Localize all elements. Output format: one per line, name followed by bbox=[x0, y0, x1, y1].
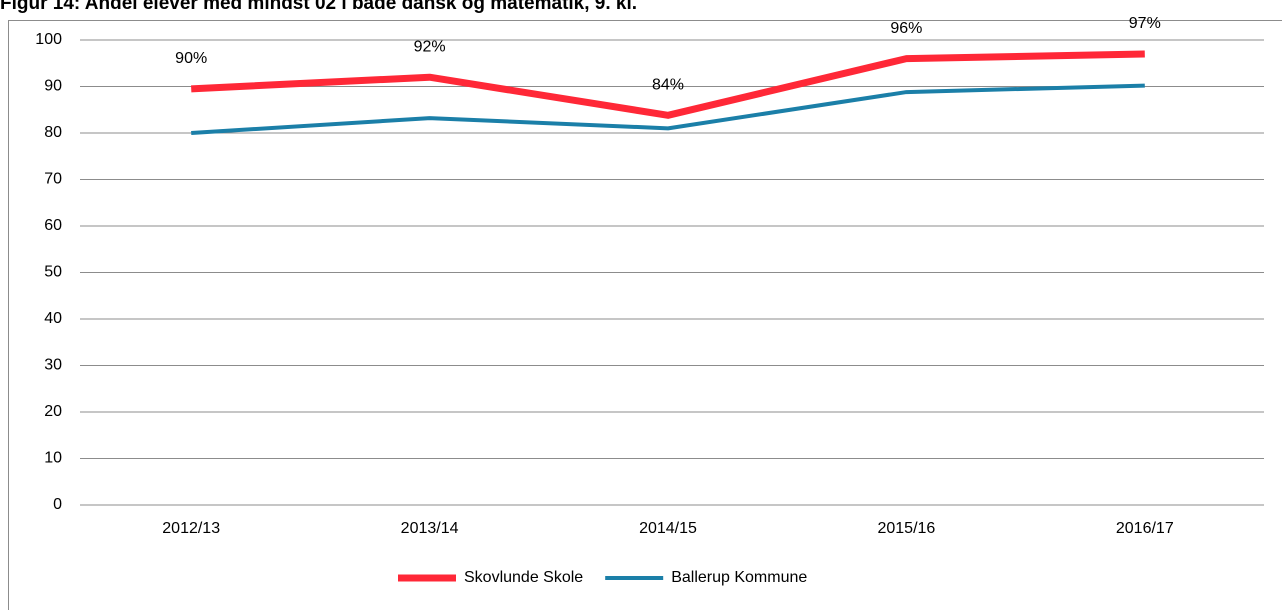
y-tick-label: 0 bbox=[53, 496, 62, 513]
x-tick-label: 2013/14 bbox=[401, 520, 459, 537]
y-tick-label: 40 bbox=[44, 310, 62, 327]
x-tick-label: 2012/13 bbox=[162, 520, 220, 537]
y-tick-label: 80 bbox=[44, 124, 62, 141]
chart-title: Figur 14: Andel elever med mindst 02 i b… bbox=[0, 0, 637, 14]
chart-border bbox=[8, 20, 1282, 610]
x-tick-label: 2015/16 bbox=[877, 520, 935, 537]
data-label: 97% bbox=[1129, 15, 1161, 32]
y-tick-label: 30 bbox=[44, 357, 62, 374]
data-label: 96% bbox=[890, 20, 922, 37]
data-label: 90% bbox=[175, 50, 207, 67]
y-tick-label: 20 bbox=[44, 403, 62, 420]
y-tick-label: 100 bbox=[35, 31, 62, 48]
legend-label: Skovlunde Skole bbox=[464, 569, 583, 586]
y-tick-label: 50 bbox=[44, 264, 62, 281]
x-tick-label: 2016/17 bbox=[1116, 520, 1174, 537]
data-label: 92% bbox=[414, 38, 446, 55]
y-tick-label: 60 bbox=[44, 217, 62, 234]
y-tick-label: 70 bbox=[44, 171, 62, 188]
line-series bbox=[191, 83, 1145, 135]
x-tick-label: 2014/15 bbox=[639, 520, 697, 537]
y-tick-label: 10 bbox=[44, 450, 62, 467]
legend-label: Ballerup Kommune bbox=[671, 569, 807, 586]
y-tick-label: 90 bbox=[44, 78, 62, 95]
data-label: 84% bbox=[652, 77, 684, 94]
line-series bbox=[191, 50, 1145, 119]
